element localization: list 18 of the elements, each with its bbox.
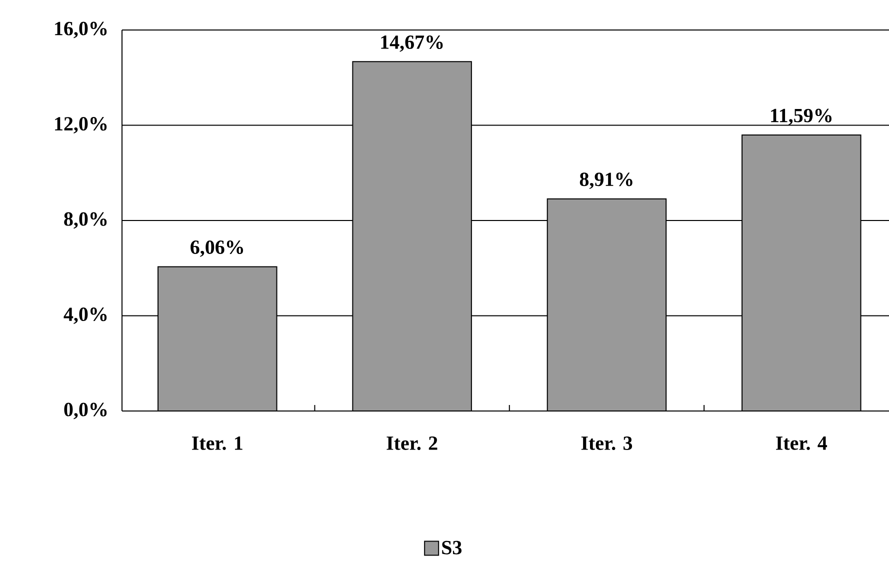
bar	[352, 61, 472, 411]
text: 11,59%	[771, 108, 832, 126]
y-tick-label: 12,0%	[55, 117, 107, 134]
y-tick-label: 8,0%	[64, 212, 107, 229]
legend-label: S3	[442, 540, 462, 554]
x-tick-label: Iter. 2	[386, 436, 438, 450]
text: 8,91%	[580, 172, 632, 189]
bar	[158, 266, 278, 411]
text: 6,06%	[190, 240, 244, 257]
bar	[546, 198, 667, 411]
text: 14,67%	[381, 35, 443, 52]
y-tick-label: 4,0%	[64, 308, 107, 324]
x-tick-label: Iter. 3	[581, 436, 632, 450]
y-tick-label: 0,0%	[64, 402, 107, 420]
x-tick-label: Iter. 1	[192, 436, 242, 450]
x-tick-label: Iter. 4	[776, 436, 828, 450]
bar	[742, 134, 862, 411]
y-tick-label: 16,0%	[55, 22, 107, 38]
